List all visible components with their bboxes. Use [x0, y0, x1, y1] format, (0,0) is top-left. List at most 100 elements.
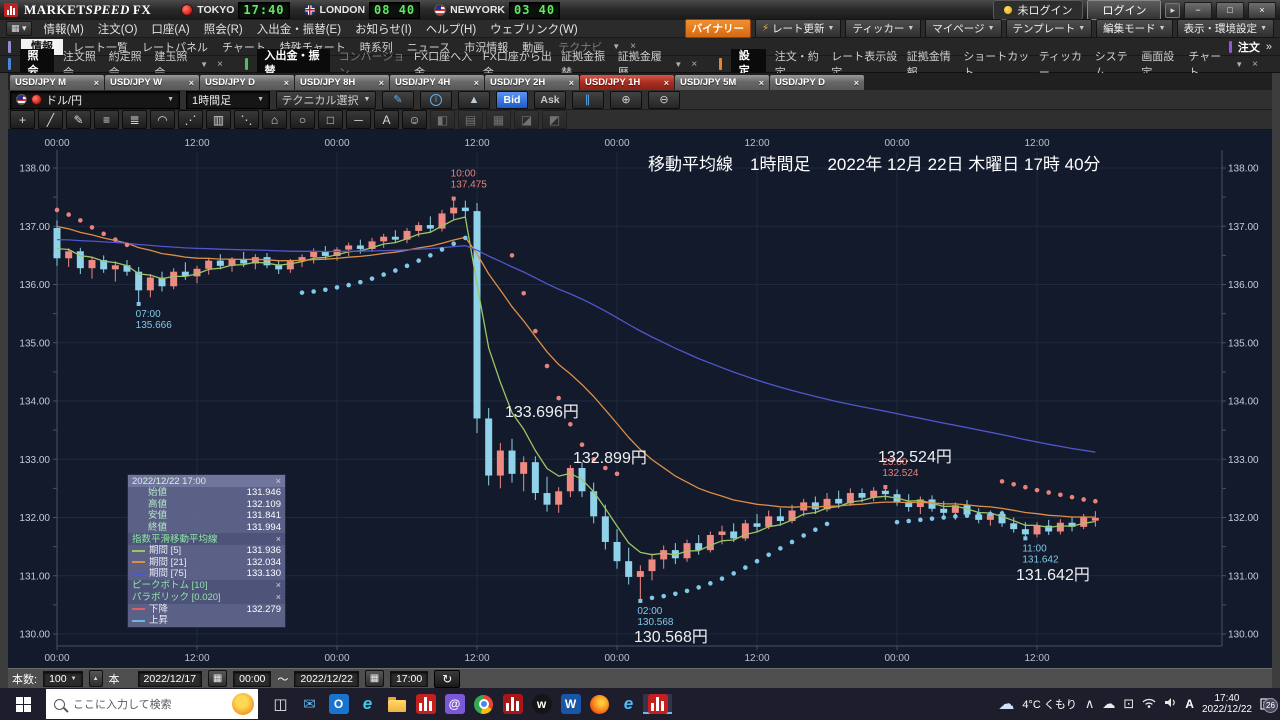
- taskbar-icon-wave-app[interactable]: w: [527, 694, 556, 714]
- freehand-pen-tool[interactable]: ✎: [66, 110, 91, 129]
- tab-close-icon[interactable]: ×: [663, 77, 669, 88]
- chart-tab[interactable]: USD/JPY 1H ×: [580, 75, 674, 90]
- chart-tab[interactable]: USD/JPY 8H ×: [295, 75, 389, 90]
- ribbon-item[interactable]: 市況情報: [464, 41, 509, 54]
- technical-select-button[interactable]: テクニカル選択 ▼: [276, 90, 376, 109]
- close-icon[interactable]: ×: [275, 580, 281, 590]
- window-menu-icon[interactable]: ▦ ▾: [6, 21, 32, 36]
- crosshair-tool[interactable]: +: [10, 110, 35, 129]
- ribbon-caret-icon[interactable]: ▼: [612, 42, 621, 51]
- tab-close-icon[interactable]: ×: [93, 77, 99, 88]
- quick-button-1[interactable]: ⚡ レート更新 ▼: [754, 19, 842, 38]
- tray-expand-icon[interactable]: ∧: [1084, 696, 1095, 711]
- chart-tab[interactable]: USD/JPY D ×: [200, 75, 294, 90]
- bar-count-input[interactable]: 100 ▼: [43, 670, 83, 687]
- taskbar-icon-word[interactable]: W: [556, 694, 585, 714]
- close-button[interactable]: ×: [1248, 1, 1276, 19]
- ask-toggle-button[interactable]: Ask: [534, 90, 566, 109]
- multi-lines-tool[interactable]: ≣: [122, 110, 147, 129]
- fibonacci-timezones-tool[interactable]: ▥: [206, 110, 231, 129]
- tab-order[interactable]: 注文: [1237, 41, 1260, 54]
- menu-item[interactable]: 注文(O): [97, 23, 138, 36]
- tab-close-icon[interactable]: ×: [283, 77, 289, 88]
- weather-cloud-icon[interactable]: ☁: [998, 696, 1015, 713]
- taskbar-icon-edge[interactable]: e: [353, 694, 382, 714]
- ribbon-caret-icon[interactable]: ▼: [200, 59, 209, 69]
- fibonacci-arc-tool[interactable]: ◠: [150, 110, 175, 129]
- taskbar-icon-ie[interactable]: e: [614, 694, 643, 714]
- close-icon[interactable]: ×: [275, 533, 281, 544]
- candle-chart-button[interactable]: ∥: [572, 90, 604, 109]
- restore-button[interactable]: □: [1216, 1, 1244, 19]
- tab-close-icon[interactable]: ×: [188, 77, 194, 88]
- quick-button-6[interactable]: 表示・環境設定 ▼: [1176, 19, 1274, 38]
- to-time-input[interactable]: 17:00: [389, 670, 429, 687]
- bid-toggle-button[interactable]: Bid: [496, 90, 528, 109]
- taskbar-icon-outlook[interactable]: O: [324, 694, 353, 714]
- quick-button-4[interactable]: テンプレート ▼: [1005, 19, 1093, 38]
- to-date-input[interactable]: 2022/12/22: [294, 670, 359, 687]
- taskbar-icon-marketspeed-active[interactable]: [643, 694, 672, 714]
- ribbon-caret-icon[interactable]: ▼: [674, 59, 683, 69]
- expand-arrow-button[interactable]: ▸: [1165, 2, 1180, 18]
- chart-tab[interactable]: USD/JPY M ×: [10, 75, 104, 90]
- ribbon-item[interactable]: 動画: [522, 41, 545, 54]
- tab-close-icon[interactable]: ×: [568, 77, 574, 88]
- from-date-input[interactable]: 2022/12/17: [137, 670, 203, 687]
- taskbar-icon-task-view[interactable]: ◫: [266, 694, 295, 714]
- tab-close-icon[interactable]: ×: [473, 77, 479, 88]
- menu-item[interactable]: 口座(A): [151, 23, 190, 36]
- menu-item[interactable]: ヘルプ(H): [425, 23, 477, 36]
- indicator-info-box[interactable]: 2022/12/22 17:00 × 始値 131.946 高値 132.109 安値 131…: [128, 475, 285, 627]
- from-time-input[interactable]: 00:00: [233, 670, 272, 687]
- taskbar-icon-marketspeed-login[interactable]: [411, 694, 440, 714]
- fan-lines-tool[interactable]: ⋰: [178, 110, 203, 129]
- ribbon-close-icon[interactable]: ×: [630, 41, 636, 52]
- taskbar-icon-chrome[interactable]: [469, 694, 498, 714]
- weather-text[interactable]: 4°C くもり: [1022, 699, 1077, 711]
- taskbar-search-input[interactable]: ここに入力して検索: [46, 689, 258, 719]
- overflow-chevron-icon[interactable]: »: [1265, 40, 1272, 53]
- binary-button[interactable]: バイナリー: [684, 19, 751, 38]
- order-grip[interactable]: [1228, 40, 1232, 53]
- login-button[interactable]: ログイン: [1087, 0, 1162, 20]
- tab-close-icon[interactable]: ×: [378, 77, 384, 88]
- quick-button-2[interactable]: ティッカー ▼: [845, 19, 922, 38]
- currency-pair-select[interactable]: ドル/円 ▼: [10, 90, 180, 109]
- window-right-edge[interactable]: [1272, 73, 1280, 688]
- close-icon[interactable]: ×: [275, 592, 281, 602]
- tab-close-icon[interactable]: ×: [758, 77, 764, 88]
- wifi-icon[interactable]: [1142, 697, 1156, 711]
- rectangle-tool[interactable]: □: [318, 110, 343, 129]
- quick-button-5[interactable]: 編集モード ▼: [1096, 19, 1173, 38]
- close-icon[interactable]: ×: [275, 475, 281, 486]
- ribbon-grip[interactable]: [8, 40, 11, 53]
- info-circle-button[interactable]: i: [420, 90, 452, 109]
- group-grip[interactable]: [244, 58, 248, 70]
- taskbar-icon-mail[interactable]: ✉: [295, 694, 324, 714]
- ribbon-caret-icon[interactable]: ▼: [1235, 59, 1244, 69]
- ribbon-item[interactable]: レート一覧: [73, 41, 128, 54]
- ime-indicator[interactable]: A: [1185, 697, 1194, 711]
- ribbon-item[interactable]: 時系列: [359, 41, 393, 54]
- ribbon-close-icon[interactable]: ×: [691, 58, 698, 70]
- ellipse-tool[interactable]: ○: [290, 110, 315, 129]
- speaker-icon[interactable]: [1164, 697, 1177, 711]
- ribbon-item[interactable]: チャート: [222, 41, 266, 54]
- ribbon-item[interactable]: ニュース: [406, 41, 451, 54]
- minimize-button[interactable]: −: [1184, 1, 1212, 19]
- group-grip[interactable]: [8, 58, 11, 70]
- menu-item[interactable]: お知らせ(I): [355, 23, 412, 36]
- chart-tab[interactable]: USD/JPY 5M ×: [675, 75, 769, 90]
- taskbar-icon-chart-app[interactable]: [498, 694, 527, 714]
- quick-button-3[interactable]: マイページ ▼: [925, 19, 1002, 38]
- menu-item[interactable]: ウェブリンク(W): [490, 23, 578, 36]
- taskbar-icon-firefox[interactable]: [585, 694, 614, 714]
- tab-close-icon[interactable]: ×: [853, 77, 859, 88]
- onedrive-cloud-icon[interactable]: ☁: [1102, 696, 1116, 711]
- trendline-tool[interactable]: ╱: [38, 110, 63, 129]
- count-step-up-button[interactable]: ▲: [88, 670, 103, 687]
- zoom-in-button[interactable]: ⊕: [610, 90, 642, 109]
- price-chart[interactable]: 138.00 138.00 137.00 137.00 136.00 136.00 135.…: [0, 130, 1280, 668]
- start-button[interactable]: [0, 688, 46, 720]
